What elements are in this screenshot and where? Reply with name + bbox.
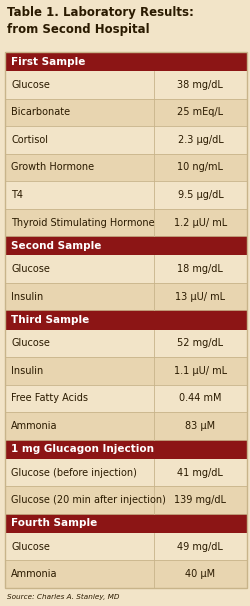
Text: Third Sample: Third Sample: [11, 315, 89, 325]
Bar: [5, 236, 247, 255]
Text: Glucose: Glucose: [11, 338, 50, 348]
Bar: [5, 310, 247, 330]
Text: 1 mg Glucagon Injection: 1 mg Glucagon Injection: [11, 444, 154, 454]
Bar: [5, 459, 247, 486]
Bar: [5, 283, 247, 310]
Bar: [5, 330, 247, 357]
Bar: [5, 71, 247, 99]
Text: Insulin: Insulin: [11, 366, 43, 376]
Text: Glucose (20 min after injection): Glucose (20 min after injection): [11, 495, 166, 505]
Bar: [5, 440, 247, 459]
Text: First Sample: First Sample: [11, 56, 86, 67]
Text: 1.1 μU/ mL: 1.1 μU/ mL: [174, 366, 227, 376]
Text: Glucose (before injection): Glucose (before injection): [11, 468, 137, 478]
Text: 9.5 μg/dL: 9.5 μg/dL: [178, 190, 223, 200]
Text: Growth Hormone: Growth Hormone: [11, 162, 94, 173]
Text: 83 μM: 83 μM: [185, 421, 216, 431]
Text: 18 mg/dL: 18 mg/dL: [178, 264, 223, 274]
Bar: [5, 385, 247, 412]
Text: Glucose: Glucose: [11, 264, 50, 274]
Text: 0.44 mM: 0.44 mM: [179, 393, 222, 404]
Text: 38 mg/dL: 38 mg/dL: [178, 80, 223, 90]
Text: T4: T4: [11, 190, 23, 200]
Text: Glucose: Glucose: [11, 80, 50, 90]
Bar: [5, 52, 247, 588]
Bar: [5, 486, 247, 514]
Text: Glucose: Glucose: [11, 542, 50, 551]
Bar: [5, 181, 247, 209]
Text: Ammonia: Ammonia: [11, 421, 58, 431]
Bar: [5, 561, 247, 588]
Text: 40 μM: 40 μM: [185, 569, 216, 579]
Text: Table 1. Laboratory Results:
from Second Hospital: Table 1. Laboratory Results: from Second…: [7, 6, 194, 36]
Text: 10 ng/mL: 10 ng/mL: [178, 162, 224, 173]
Text: 1.2 μU/ mL: 1.2 μU/ mL: [174, 218, 227, 227]
Bar: [5, 533, 247, 561]
Text: Free Fatty Acids: Free Fatty Acids: [11, 393, 88, 404]
Text: Second Sample: Second Sample: [11, 241, 102, 251]
Text: Cortisol: Cortisol: [11, 135, 48, 145]
Bar: [5, 357, 247, 385]
Text: 139 mg/dL: 139 mg/dL: [174, 495, 227, 505]
Text: Thyroid Stimulating Hormone: Thyroid Stimulating Hormone: [11, 218, 154, 227]
Text: Source: Charles A. Stanley, MD: Source: Charles A. Stanley, MD: [7, 594, 119, 600]
Bar: [5, 154, 247, 181]
Text: 41 mg/dL: 41 mg/dL: [178, 468, 223, 478]
Text: 52 mg/dL: 52 mg/dL: [177, 338, 224, 348]
Bar: [5, 412, 247, 440]
Bar: [5, 514, 247, 533]
Bar: [5, 126, 247, 154]
Text: Fourth Sample: Fourth Sample: [11, 518, 97, 528]
Bar: [5, 52, 247, 71]
Text: 25 mEq/L: 25 mEq/L: [177, 107, 224, 118]
Text: 13 μU/ mL: 13 μU/ mL: [175, 291, 226, 302]
Bar: [5, 255, 247, 283]
Text: 49 mg/dL: 49 mg/dL: [178, 542, 223, 551]
Text: Ammonia: Ammonia: [11, 569, 58, 579]
Text: Insulin: Insulin: [11, 291, 43, 302]
Text: Bicarbonate: Bicarbonate: [11, 107, 70, 118]
Bar: [5, 99, 247, 126]
Bar: [5, 209, 247, 236]
Text: 2.3 μg/dL: 2.3 μg/dL: [178, 135, 223, 145]
